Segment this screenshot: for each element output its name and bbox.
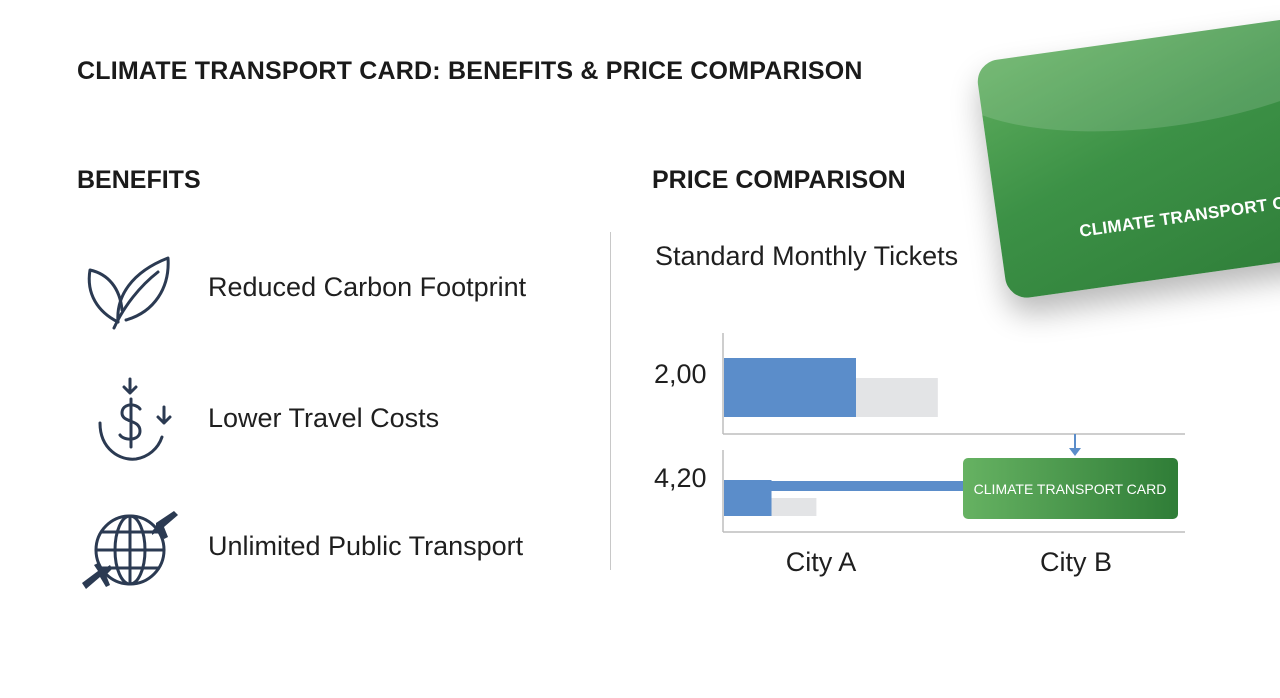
bar-grey-bottom [771, 498, 817, 516]
badge-label: CLIMATE TRANSPORT CARD [974, 481, 1167, 497]
page-title: CLIMATE TRANSPORT CARD: BENEFITS & PRICE… [77, 57, 863, 85]
row-label-top: 2,00 [654, 359, 707, 389]
category-label-city-b: City B [1040, 547, 1112, 577]
benefit-label: Unlimited Public Transport [208, 531, 524, 561]
benefit-item-costs: Lower Travel Costs [78, 375, 578, 465]
leaf-icon [87, 256, 170, 330]
climate-card-badge [963, 458, 1178, 519]
connector-line [766, 481, 966, 491]
category-label-city-a: City A [786, 547, 857, 577]
benefit-item-carbon: Reduced Carbon Footprint [78, 250, 578, 340]
arrow-down-head-icon [1069, 448, 1081, 456]
bar-blue-bottom [724, 480, 772, 516]
bar-grey-top [856, 378, 938, 417]
bar-blue-top [724, 358, 856, 417]
section-divider [610, 232, 611, 570]
benefit-item-transport: Unlimited Public Transport [78, 505, 578, 595]
price-comparison-heading: PRICE COMPARISON [652, 166, 906, 194]
dollar-down-icon [98, 377, 172, 461]
globe-planes-icon [82, 511, 178, 589]
row-label-bottom: 4,20 [654, 463, 707, 493]
benefit-label: Reduced Carbon Footprint [208, 272, 527, 302]
benefit-label: Lower Travel Costs [208, 403, 440, 433]
chart-title: Standard Monthly Tickets [655, 241, 958, 271]
benefits-heading: BENEFITS [77, 166, 201, 194]
